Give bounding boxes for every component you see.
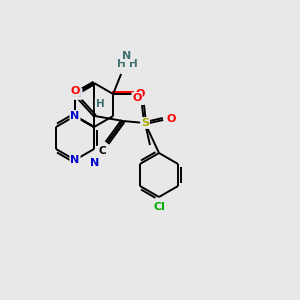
Text: N: N <box>72 89 82 99</box>
Text: S: S <box>141 118 149 128</box>
Text: N: N <box>90 158 100 168</box>
Text: N: N <box>70 155 80 165</box>
Text: O: O <box>70 86 80 96</box>
Text: C: C <box>98 146 106 156</box>
Text: O: O <box>166 114 176 124</box>
Text: O: O <box>132 93 142 103</box>
Text: H: H <box>96 99 104 109</box>
Text: H: H <box>129 59 137 69</box>
Text: H: H <box>117 59 125 69</box>
Text: N: N <box>122 51 132 61</box>
Text: N: N <box>70 111 80 121</box>
Text: O: O <box>135 89 145 99</box>
Text: Cl: Cl <box>153 202 165 212</box>
